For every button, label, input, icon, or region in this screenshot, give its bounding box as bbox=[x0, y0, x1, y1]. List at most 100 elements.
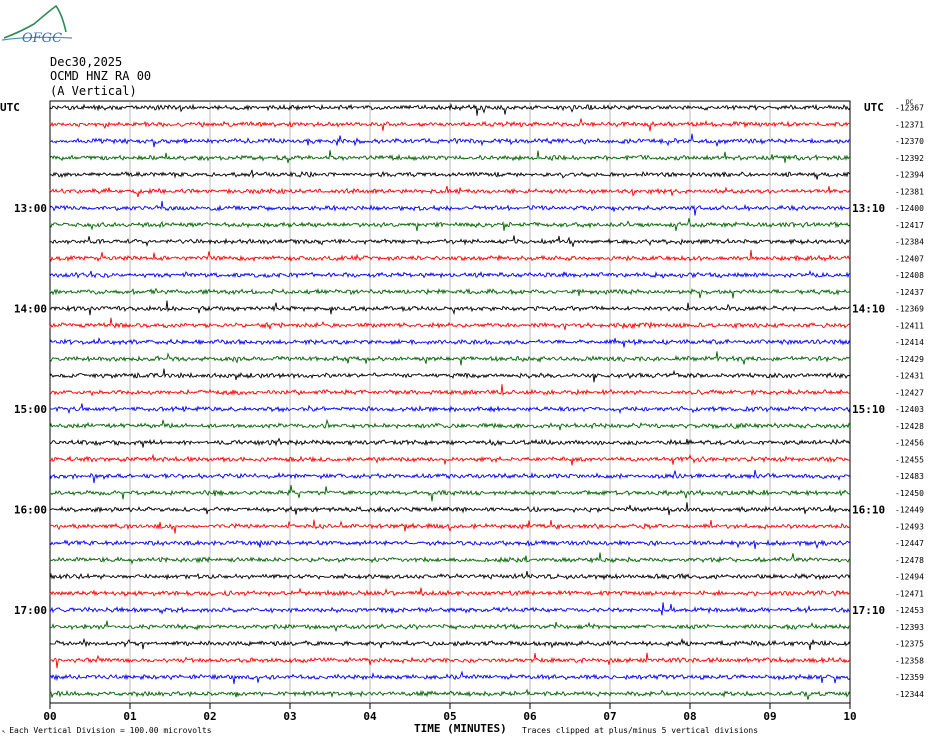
logo-underline bbox=[1, 36, 73, 41]
dc-offset-label: -12381 bbox=[895, 187, 924, 196]
x-tick-label: 06 bbox=[523, 710, 537, 723]
dc-offset-label: -12394 bbox=[895, 171, 924, 180]
dc-offset-label: -12403 bbox=[895, 405, 924, 414]
trace-row-22 bbox=[49, 469, 851, 484]
trace-row-21 bbox=[49, 453, 851, 466]
dc-offset-label: -12367 bbox=[895, 104, 924, 113]
trace-row-20 bbox=[49, 437, 851, 448]
trace-row-29 bbox=[49, 587, 851, 598]
scale-note: ↖ Each Vertical Division = 100.00 microv… bbox=[2, 726, 212, 735]
x-tick-label: 09 bbox=[763, 710, 776, 723]
dc-offset-label: -12414 bbox=[895, 338, 924, 347]
trace-row-33 bbox=[49, 652, 851, 669]
dc-offset-label: -12455 bbox=[895, 455, 924, 464]
trace-row-26 bbox=[49, 538, 851, 550]
dc-offset-label: -12493 bbox=[895, 522, 924, 531]
dc-offset-label: -12393 bbox=[895, 623, 924, 632]
trace-row-25 bbox=[49, 519, 851, 534]
trace-row-4 bbox=[49, 169, 851, 180]
dc-offset-label: -12344 bbox=[895, 690, 924, 699]
plot-component: (A Vertical) bbox=[50, 84, 137, 98]
left-time-label: 17:00 bbox=[14, 604, 47, 617]
dc-offset-label: -12428 bbox=[895, 422, 924, 431]
dc-offset-label: -12494 bbox=[895, 573, 924, 582]
dc-offset-label: -12429 bbox=[895, 355, 924, 364]
trace-row-3 bbox=[49, 150, 851, 164]
left-time-label: 13:00 bbox=[14, 202, 47, 215]
trace-row-17 bbox=[49, 384, 851, 397]
x-tick-label: 03 bbox=[283, 710, 296, 723]
trace-row-1 bbox=[49, 118, 851, 132]
trace-row-9 bbox=[49, 249, 851, 263]
scale-note-text: Each Vertical Division = 100.00 microvol… bbox=[9, 726, 212, 735]
trace-row-34 bbox=[49, 670, 851, 685]
dc-offset-label: -12431 bbox=[895, 372, 924, 381]
dc-offset-label: -12450 bbox=[895, 489, 924, 498]
trace-row-31 bbox=[49, 620, 851, 633]
x-tick-label: 02 bbox=[203, 710, 216, 723]
dc-offset-label: -12437 bbox=[895, 288, 924, 297]
dc-offset-label: -12371 bbox=[895, 120, 924, 129]
dc-offset-label: -12427 bbox=[895, 388, 924, 397]
trace-row-15 bbox=[49, 351, 851, 366]
x-tick-label: 08 bbox=[683, 710, 696, 723]
dc-offset-label: -12478 bbox=[895, 556, 924, 565]
left-utc-label: UTC bbox=[0, 101, 20, 114]
trace-row-28 bbox=[49, 570, 851, 581]
dc-offset-label: -12483 bbox=[895, 472, 924, 481]
dc-offset-label: -12375 bbox=[895, 640, 924, 649]
dc-offset-label: -12471 bbox=[895, 589, 924, 598]
trace-row-16 bbox=[49, 368, 851, 383]
trace-row-2 bbox=[49, 133, 851, 148]
x-tick-label: 05 bbox=[443, 710, 456, 723]
x-tick-label: 00 bbox=[43, 710, 56, 723]
dc-offset-label: -12392 bbox=[895, 154, 924, 163]
dc-note: DC bbox=[906, 99, 914, 106]
trace-row-24 bbox=[49, 502, 851, 516]
dc-offset-label: -12449 bbox=[895, 506, 924, 515]
dc-offset-label: -12384 bbox=[895, 238, 924, 247]
dc-offset-label: -12411 bbox=[895, 321, 924, 330]
dc-offset-label: -12408 bbox=[895, 271, 924, 280]
trace-row-19 bbox=[49, 418, 851, 431]
trace-row-5 bbox=[49, 185, 851, 198]
logo-swoosh bbox=[3, 4, 67, 39]
dc-offset-label: -12370 bbox=[895, 137, 924, 146]
row-labels: DC-12367 -12371 -12370 -12392 -12394 -12381 -1… bbox=[14, 99, 924, 699]
trace-row-11 bbox=[49, 287, 851, 299]
dc-offset-label: -12456 bbox=[895, 439, 924, 448]
dc-offset-label: -12358 bbox=[895, 656, 924, 665]
dc-offset-label: -12407 bbox=[895, 254, 924, 263]
ofgc-logo: OFGC bbox=[1, 4, 73, 44]
trace-row-8 bbox=[49, 235, 851, 248]
trace-row-32 bbox=[49, 637, 851, 651]
trace-row-14 bbox=[49, 336, 851, 348]
seismic-traces bbox=[49, 103, 851, 700]
right-time-label: 14:10 bbox=[852, 303, 885, 316]
trace-row-35 bbox=[49, 688, 851, 700]
dc-offset-label: -12417 bbox=[895, 221, 924, 230]
dc-offset-label: -12400 bbox=[895, 204, 924, 213]
left-time-label: 15:00 bbox=[14, 403, 47, 416]
trace-row-27 bbox=[49, 552, 851, 566]
x-tick-label: 04 bbox=[363, 710, 377, 723]
trace-row-23 bbox=[49, 485, 851, 502]
right-time-label: 17:10 bbox=[852, 604, 885, 617]
minute-gridlines bbox=[129, 101, 771, 703]
plot-station: OCMD HNZ RA 00 bbox=[50, 69, 152, 83]
trace-row-7 bbox=[49, 218, 851, 232]
trace-row-13 bbox=[49, 317, 851, 331]
right-utc-label: UTC bbox=[864, 101, 884, 114]
left-time-label: 14:00 bbox=[14, 303, 47, 316]
trace-row-10 bbox=[49, 269, 851, 279]
clip-note: Traces clipped at plus/minus 5 vertical … bbox=[522, 726, 759, 735]
dc-offset-label: -12447 bbox=[895, 539, 924, 548]
dc-offset-label: -12359 bbox=[895, 673, 924, 682]
trace-row-12 bbox=[49, 300, 851, 316]
x-axis-ticks: 00 01 02 03 04 05 06 07 08 09 10 bbox=[43, 703, 857, 723]
dc-offset-label: -12369 bbox=[895, 305, 924, 314]
x-axis-title: TIME (MINUTES) bbox=[414, 722, 507, 735]
right-time-label: 13:10 bbox=[852, 202, 885, 215]
x-tick-label: 01 bbox=[123, 710, 137, 723]
